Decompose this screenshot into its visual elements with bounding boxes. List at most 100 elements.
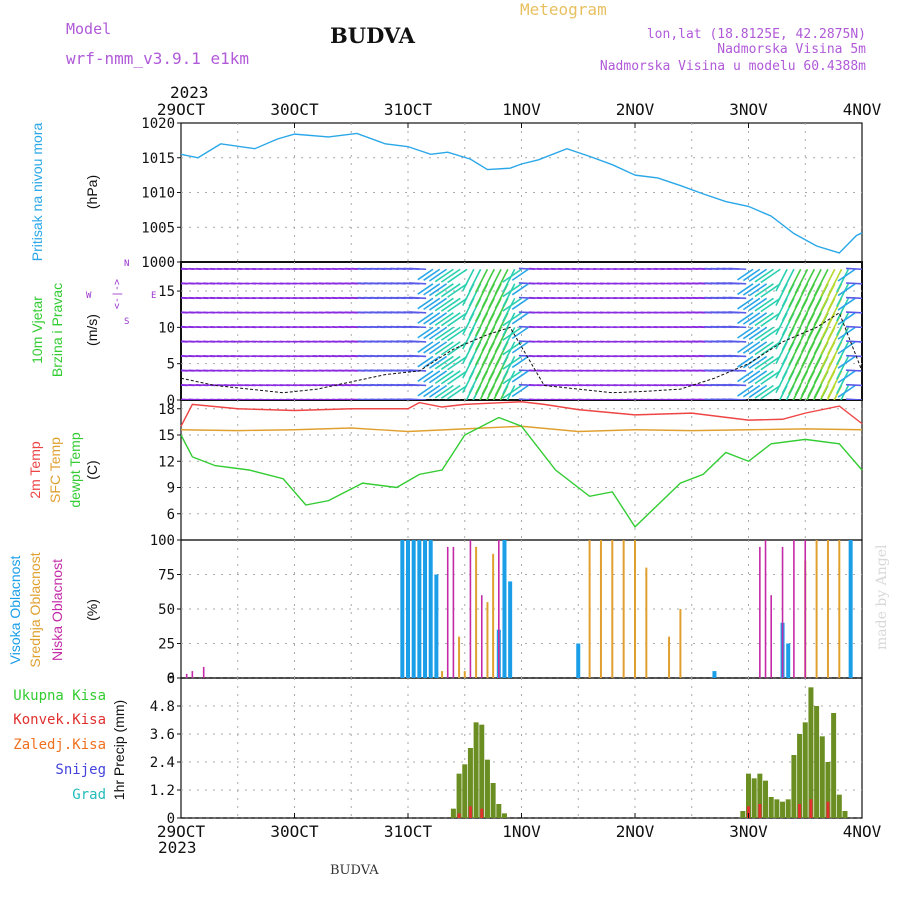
cloud-bar bbox=[770, 595, 772, 678]
precip-conv-bar bbox=[758, 804, 762, 818]
wind-barb bbox=[837, 297, 856, 311]
wind-barb bbox=[408, 340, 427, 343]
wind-barb bbox=[502, 283, 516, 308]
wind-barb bbox=[423, 268, 441, 281]
precip-conv-bar bbox=[468, 806, 472, 818]
wind-barb bbox=[748, 326, 768, 340]
wind-barb bbox=[447, 312, 468, 327]
cloud-bar bbox=[411, 540, 416, 678]
precip-total-bar bbox=[780, 801, 786, 818]
panel-grids bbox=[181, 123, 862, 818]
wind-barb bbox=[511, 297, 529, 310]
cloud-bar bbox=[622, 540, 625, 678]
cloud-bar bbox=[781, 546, 784, 678]
y-tick-label: 25 bbox=[158, 637, 175, 653]
y-tick-label: 1020 bbox=[141, 116, 175, 132]
wind-barb bbox=[408, 311, 427, 314]
wind-barb bbox=[728, 354, 747, 358]
year-top: 2023 bbox=[170, 83, 209, 102]
wind-barb bbox=[742, 297, 761, 311]
precip-total-bar bbox=[831, 713, 837, 818]
x-tick-label-bottom: 1NOV bbox=[502, 822, 541, 841]
wind-barb bbox=[737, 268, 754, 281]
wind-barb bbox=[836, 356, 850, 380]
cloud-bar bbox=[423, 540, 428, 678]
y-tick-label: 1005 bbox=[141, 220, 175, 236]
cloud-bar bbox=[446, 546, 449, 678]
wind-barb bbox=[737, 341, 754, 354]
cloud-bar bbox=[202, 666, 205, 678]
wind-barb bbox=[434, 355, 454, 370]
wind-barb bbox=[428, 384, 448, 398]
wind-barb bbox=[423, 341, 441, 354]
wind-barb bbox=[794, 268, 809, 294]
elevation-label: Nadmorska Visina 5m bbox=[717, 42, 866, 57]
wind-unit: (m/s) bbox=[84, 314, 100, 346]
y-tick-label: 1000 bbox=[141, 255, 175, 271]
x-tick-label-bottom: 4NOV bbox=[843, 822, 882, 841]
wind-barb bbox=[840, 385, 850, 400]
temp-labels: 2m Temp SFC Temp dewpt Temp (C) bbox=[27, 432, 100, 507]
wind-barb bbox=[472, 399, 474, 400]
wind-barb bbox=[765, 399, 767, 400]
precip-total-bar bbox=[768, 797, 774, 818]
wind-barb bbox=[837, 283, 856, 297]
wind-barb bbox=[760, 341, 781, 356]
wind-barb bbox=[488, 268, 502, 294]
wind-barb bbox=[408, 398, 427, 400]
cloud-bar bbox=[475, 546, 478, 678]
wind-barb bbox=[440, 355, 461, 370]
x-tick-label-bottom: 3NOV bbox=[729, 822, 768, 841]
wind-barb bbox=[728, 282, 747, 285]
wind-barb bbox=[494, 268, 509, 295]
y-tick-label: 0 bbox=[167, 671, 175, 687]
cloud-bar bbox=[428, 540, 433, 678]
cloud-bar bbox=[764, 540, 767, 678]
wind-barb bbox=[428, 283, 448, 297]
wind-barb bbox=[428, 268, 448, 282]
wind-barb bbox=[754, 283, 774, 298]
precip-total-bar bbox=[462, 764, 468, 818]
y-tick-label: 75 bbox=[158, 568, 175, 584]
wind-barb bbox=[742, 370, 761, 383]
precip-total-bar bbox=[501, 813, 507, 818]
compass-arrow: <-|-> bbox=[112, 279, 123, 309]
model-name: wrf-nmm_v3.9.1 e1km bbox=[66, 49, 249, 68]
wind-barb bbox=[417, 384, 434, 397]
precip-total-bar bbox=[774, 799, 780, 818]
wind-barb bbox=[468, 268, 482, 293]
wind-barb bbox=[440, 341, 461, 356]
wind-barb bbox=[758, 399, 760, 400]
wind-barb bbox=[408, 325, 427, 329]
wind-barb bbox=[181, 312, 182, 313]
cloud-bar bbox=[458, 636, 461, 678]
temp-sfc-label: SFC Temp bbox=[47, 437, 63, 503]
wind-label-1: 10m Vjetar bbox=[29, 296, 45, 364]
x-tick-label-bottom: 31OCT bbox=[384, 822, 433, 841]
precip-total-bar bbox=[808, 687, 814, 818]
wind-barb bbox=[434, 283, 454, 297]
wind-barb bbox=[760, 384, 781, 400]
cloud-bar bbox=[712, 671, 717, 678]
wind-barb bbox=[408, 354, 427, 358]
wind-barb bbox=[428, 297, 448, 311]
wind-barb bbox=[506, 385, 516, 400]
cloud-bar bbox=[508, 581, 513, 678]
wind-barb bbox=[417, 326, 434, 339]
wind-barb bbox=[754, 268, 774, 283]
wind-barb bbox=[428, 341, 448, 355]
cloud-bar bbox=[417, 540, 422, 678]
precip-conv-bar bbox=[457, 813, 461, 818]
precip-total-bar bbox=[757, 773, 763, 818]
wind-barb bbox=[408, 296, 427, 300]
model-elevation-label: Nadmorska Visina u modelu 60.4388m bbox=[600, 59, 866, 74]
cloud-bar bbox=[611, 540, 614, 678]
x-tick-label-bottom: 30OCT bbox=[270, 822, 319, 841]
wind-barb bbox=[728, 340, 747, 343]
wind-barb bbox=[502, 326, 522, 341]
wind-barb bbox=[474, 268, 489, 293]
model-label: Model bbox=[66, 20, 111, 38]
wind-barb bbox=[845, 398, 862, 400]
y-tick-label: 10 bbox=[158, 320, 175, 336]
precip-conv-bar bbox=[747, 806, 750, 818]
